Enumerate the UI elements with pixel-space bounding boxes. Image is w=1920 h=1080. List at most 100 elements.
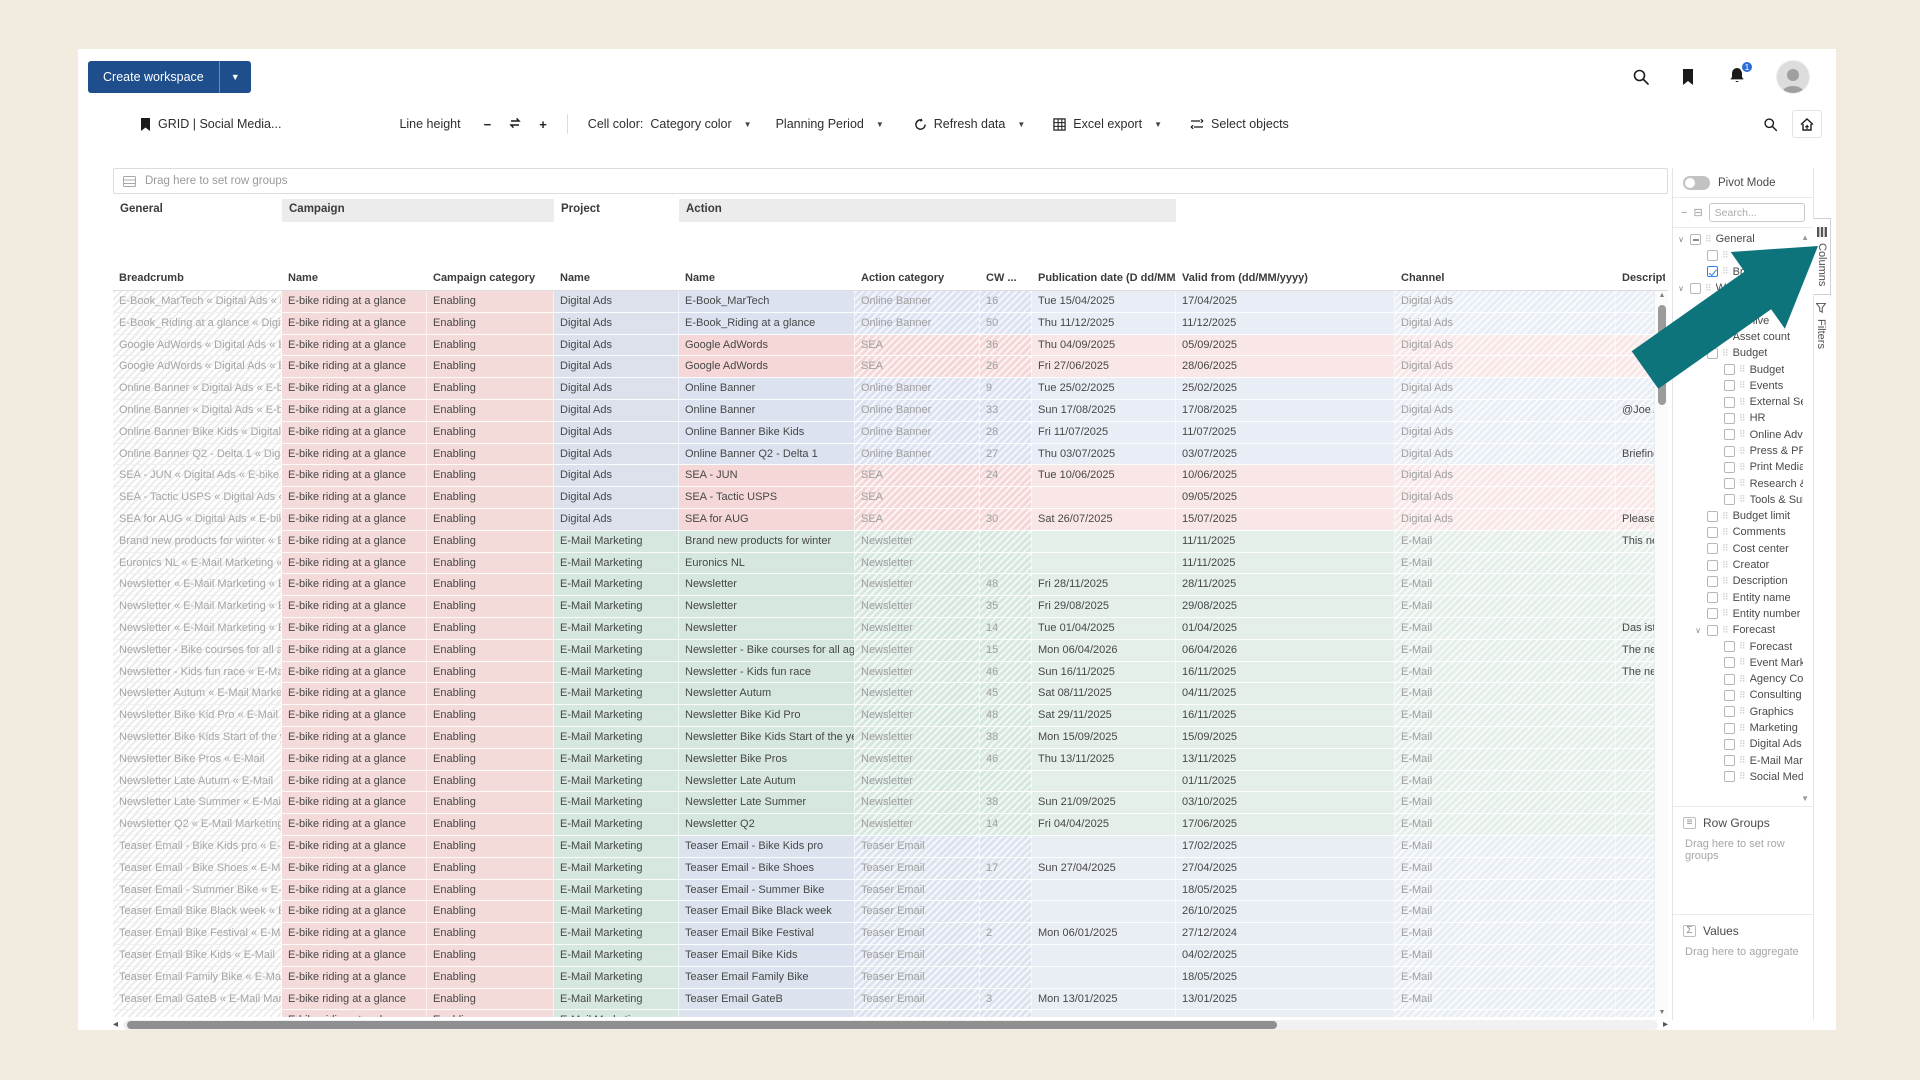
cell-publication-date[interactable]: Fri 04/04/2025	[1032, 814, 1176, 836]
cell-action-name[interactable]: Online Banner Bike Kids	[679, 421, 855, 444]
cell-campaign-category[interactable]: Enabling	[427, 901, 554, 924]
cell-valid-from[interactable]: 27/04/2025	[1176, 857, 1395, 880]
cell-project-name[interactable]: E-Mail Marketing	[554, 814, 679, 836]
cell-project-name[interactable]: E-Mail Marketing	[554, 596, 679, 618]
column-header[interactable]: Description	[1622, 271, 1665, 284]
cell-campaign-category[interactable]: Enabling	[427, 726, 554, 749]
cell-action-category[interactable]: SEA	[855, 508, 980, 531]
drag-grip-icon[interactable]: ⠿	[1739, 738, 1746, 749]
cell-channel[interactable]: Digital Ads	[1395, 378, 1616, 400]
cell-valid-from[interactable]: 11/07/2025	[1176, 421, 1395, 444]
cell-breadcrumb[interactable]: Online Banner « Digital Ads « E-bike	[113, 378, 282, 400]
cell-publication-date[interactable]: Sat 29/11/2025	[1032, 705, 1176, 727]
column-item-label[interactable]: Social Media	[1749, 770, 1803, 783]
cell-description[interactable]	[1616, 966, 1665, 989]
cell-project-name[interactable]: E-Mail Marketing	[554, 770, 679, 793]
cell-valid-from[interactable]: 05/09/2025	[1176, 334, 1395, 357]
line-height-reset-icon[interactable]	[508, 117, 522, 131]
cell-publication-date[interactable]: Fri 29/08/2025	[1032, 596, 1176, 618]
cell-publication-date[interactable]	[1032, 1010, 1176, 1017]
cell-campaign-category[interactable]: Enabling	[427, 530, 554, 553]
cell-channel[interactable]: Digital Ads	[1395, 508, 1616, 531]
drag-grip-icon[interactable]: ⠿	[1722, 592, 1729, 603]
cell-breadcrumb[interactable]: Newsletter - Kids fun race « E-Mail	[113, 661, 282, 684]
notifications-button[interactable]: 1	[1728, 59, 1754, 89]
cell-cw[interactable]: 2	[980, 923, 1032, 945]
cell-breadcrumb[interactable]: Newsletter « E-Mail Marketing « E-bike	[113, 617, 282, 640]
cell-publication-date[interactable]: Sun 16/11/2025	[1032, 661, 1176, 684]
cell-channel[interactable]: E-Mail	[1395, 988, 1616, 1011]
cell-breadcrumb[interactable]: Teaser Email Bike Black week « E-Mail	[113, 901, 282, 924]
cell-valid-from[interactable]: 11/12/2025	[1176, 312, 1395, 335]
cell-channel[interactable]: Digital Ads	[1395, 399, 1616, 422]
tab-filters[interactable]: Filters	[1813, 295, 1829, 357]
cell-valid-from[interactable]: 04/02/2025	[1176, 944, 1395, 967]
cell-description[interactable]	[1616, 726, 1665, 749]
cell-campaign-category[interactable]: Enabling	[427, 814, 554, 836]
cell-campaign-category[interactable]: Enabling	[427, 399, 554, 422]
row-groups-section[interactable]: ≡ Row Groups Drag here to set row groups	[1673, 806, 1813, 914]
column-item-label[interactable]: Marketing	[1749, 722, 1798, 735]
cell-action-name[interactable]: Online Banner	[679, 378, 855, 400]
cell-description[interactable]	[1616, 901, 1665, 924]
cell-action-name[interactable]: Google AdWords	[679, 356, 855, 379]
cell-action-category[interactable]: Newsletter	[855, 726, 980, 749]
create-workspace-label[interactable]: Create workspace	[103, 70, 204, 84]
cell-project-name[interactable]: E-Mail Marketing	[554, 748, 679, 771]
cell-campaign-name[interactable]: E-bike riding at a glance	[282, 356, 427, 379]
cell-campaign-category[interactable]: Enabling	[427, 487, 554, 509]
cell-channel[interactable]: Digital Ads	[1395, 421, 1616, 444]
cell-action-name[interactable]: Teaser Email GateB	[679, 988, 855, 1011]
cell-action-category[interactable]: Teaser Email	[855, 944, 980, 967]
line-height-increase-button[interactable]: +	[539, 116, 547, 132]
column-header[interactable]: Name	[288, 271, 318, 284]
column-checkbox[interactable]	[1707, 266, 1718, 278]
column-checkbox[interactable]	[1724, 673, 1735, 685]
cell-campaign-category[interactable]: Enabling	[427, 378, 554, 400]
cell-description[interactable]	[1616, 421, 1665, 444]
values-section[interactable]: Σ Values Drag here to aggregate	[1673, 914, 1813, 1020]
column-item-label[interactable]: Creator	[1732, 559, 1770, 572]
column-header[interactable]: CW ...	[986, 271, 1017, 284]
cell-cw[interactable]: 46	[980, 748, 1032, 771]
column-header[interactable]: Campaign category	[433, 271, 536, 284]
cell-description[interactable]	[1616, 748, 1665, 771]
cell-project-name[interactable]: Digital Ads	[554, 356, 679, 379]
column-item-label[interactable]: Press & PR	[1749, 445, 1803, 457]
cell-channel[interactable]: Digital Ads	[1395, 443, 1616, 466]
cell-action-category[interactable]: Newsletter	[855, 617, 980, 640]
cell-campaign-category[interactable]: Enabling	[427, 421, 554, 444]
cell-action-name[interactable]: Euronics NL	[679, 552, 855, 575]
drag-grip-icon[interactable]: ⠿	[1739, 380, 1746, 391]
cell-campaign-name[interactable]: E-bike riding at a glance	[282, 465, 427, 488]
cell-channel[interactable]: E-Mail	[1395, 966, 1616, 989]
cell-publication-date[interactable]: Mon 06/01/2025	[1032, 923, 1176, 945]
cell-channel[interactable]: E-Mail	[1395, 552, 1616, 575]
cell-project-name[interactable]: Digital Ads	[554, 399, 679, 422]
cell-breadcrumb[interactable]: Online Banner « Digital Ads « E-bike	[113, 399, 282, 422]
cell-cw[interactable]: 16	[980, 291, 1032, 313]
drag-grip-icon[interactable]: ⠿	[1722, 266, 1729, 277]
cell-cw[interactable]: 26	[980, 356, 1032, 379]
drag-grip-icon[interactable]: ⠿	[1722, 315, 1729, 326]
column-group-header[interactable]: Action	[679, 199, 1176, 222]
column-checkbox[interactable]	[1724, 478, 1735, 490]
cell-project-name[interactable]: E-Mail Marketing	[554, 857, 679, 880]
cell-project-name[interactable]: Digital Ads	[554, 291, 679, 313]
cell-campaign-name[interactable]: E-bike riding at a glance	[282, 966, 427, 989]
tree-chevron-icon[interactable]: ∨	[1695, 348, 1701, 358]
cell-project-name[interactable]: Digital Ads	[554, 421, 679, 444]
cell-description[interactable]	[1616, 770, 1665, 793]
cell-project-name[interactable]: E-Mail Marketing	[554, 705, 679, 727]
cell-publication-date[interactable]	[1032, 944, 1176, 967]
cell-valid-from[interactable]: 28/06/2025	[1176, 356, 1395, 379]
cell-valid-from[interactable]: 29/08/2025	[1176, 596, 1395, 618]
tree-chevron-icon[interactable]: ∨	[1678, 283, 1684, 293]
cell-description[interactable]: @Joe Ag	[1616, 399, 1665, 422]
column-checkbox[interactable]	[1707, 510, 1718, 522]
cell-valid-from[interactable]: 10/06/2025	[1176, 465, 1395, 488]
cell-action-category[interactable]: Online Banner	[855, 443, 980, 466]
cell-publication-date[interactable]	[1032, 530, 1176, 553]
cell-project-name[interactable]: Digital Ads	[554, 443, 679, 466]
grid-search-icon[interactable]	[1763, 117, 1778, 132]
